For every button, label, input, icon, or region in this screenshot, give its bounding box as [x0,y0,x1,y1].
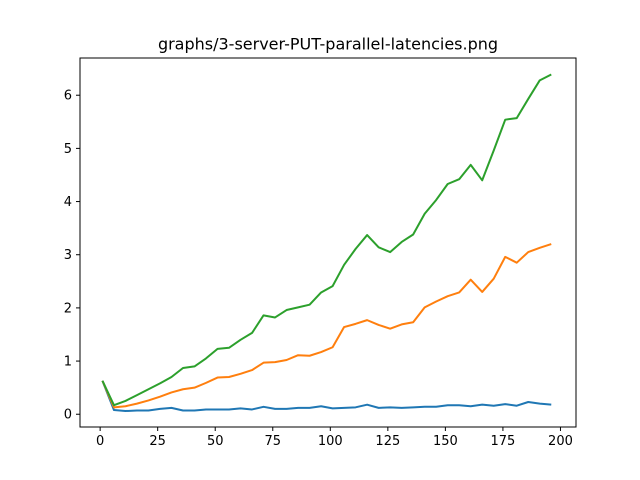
y-axis: 0 1 2 3 4 5 6 [64,89,80,423]
y-tick-label: 2 [64,301,72,316]
y-tick-label: 6 [64,89,72,104]
x-axis: 0 25 50 75 100 125 150 175 200 [96,427,573,449]
y-tick-label: 3 [64,248,72,263]
chart-title: graphs/3-server-PUT-parallel-latencies.p… [158,35,498,54]
x-tick-label: 150 [433,434,458,449]
x-tick-label: 0 [96,434,104,449]
series-line-2 [101,243,552,409]
y-tick-label: 4 [64,195,72,210]
series-line-3 [101,73,552,407]
x-tick-label: 175 [491,434,516,449]
x-tick-label: 100 [318,434,343,449]
x-tick-label: 125 [375,434,400,449]
y-tick-label: 1 [64,355,72,370]
plot-frame [79,57,577,428]
series-line-1 [101,380,552,413]
x-tick-label: 75 [264,434,281,449]
series-layer [101,73,552,413]
y-tick-label: 0 [64,408,72,423]
y-tick-label: 5 [64,142,72,157]
x-tick-label: 25 [149,434,166,449]
x-tick-label: 50 [207,434,224,449]
x-tick-label: 200 [548,434,573,449]
